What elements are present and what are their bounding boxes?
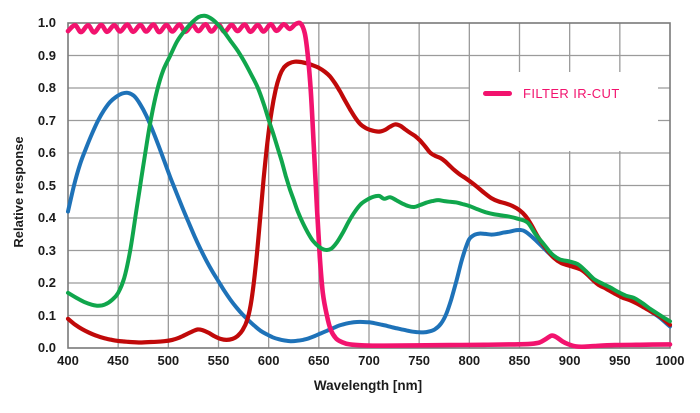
x-tick-750: 750 bbox=[408, 353, 430, 368]
x-tick-650: 650 bbox=[307, 353, 330, 368]
y-tick-0.5: 0.5 bbox=[37, 177, 56, 193]
x-tick-600: 600 bbox=[257, 353, 280, 368]
y-tick-0.0: 0.0 bbox=[37, 340, 56, 355]
x-tick-400: 400 bbox=[57, 353, 79, 368]
x-tick-800: 800 bbox=[458, 353, 481, 368]
legend: FILTER IR-CUT bbox=[483, 84, 620, 102]
y-tick-0.9: 0.9 bbox=[37, 47, 56, 63]
y-tick-0.4: 0.4 bbox=[37, 210, 56, 225]
x-axis-title: Wavelength [nm] bbox=[313, 378, 423, 393]
x-tick-700: 700 bbox=[358, 353, 380, 368]
green-channel-curve bbox=[66, 13, 672, 324]
y-tick-0.2: 0.2 bbox=[37, 275, 56, 290]
legend-line-swatch bbox=[483, 90, 512, 96]
blue-channel-curve bbox=[66, 90, 672, 344]
x-tick-500: 500 bbox=[157, 353, 180, 368]
y-tick-0.1: 0.1 bbox=[37, 307, 56, 323]
x-tick-950: 950 bbox=[608, 353, 631, 368]
legend-label: FILTER IR-CUT bbox=[523, 85, 620, 101]
y-tick-0.6: 0.6 bbox=[37, 145, 56, 160]
ir-cut-filter-curve bbox=[65, 20, 673, 350]
x-tick-550: 550 bbox=[207, 353, 230, 368]
y-tick-0.7: 0.7 bbox=[37, 112, 56, 128]
y-tick-1.0: 1.0 bbox=[37, 15, 56, 30]
x-tick-1000: 1000 bbox=[655, 353, 685, 368]
y-tick-0.3: 0.3 bbox=[37, 242, 56, 258]
x-tick-900: 900 bbox=[558, 353, 581, 368]
x-tick-450: 450 bbox=[107, 353, 129, 368]
x-tick-850: 850 bbox=[508, 353, 531, 368]
y-tick-0.8: 0.8 bbox=[37, 80, 56, 95]
